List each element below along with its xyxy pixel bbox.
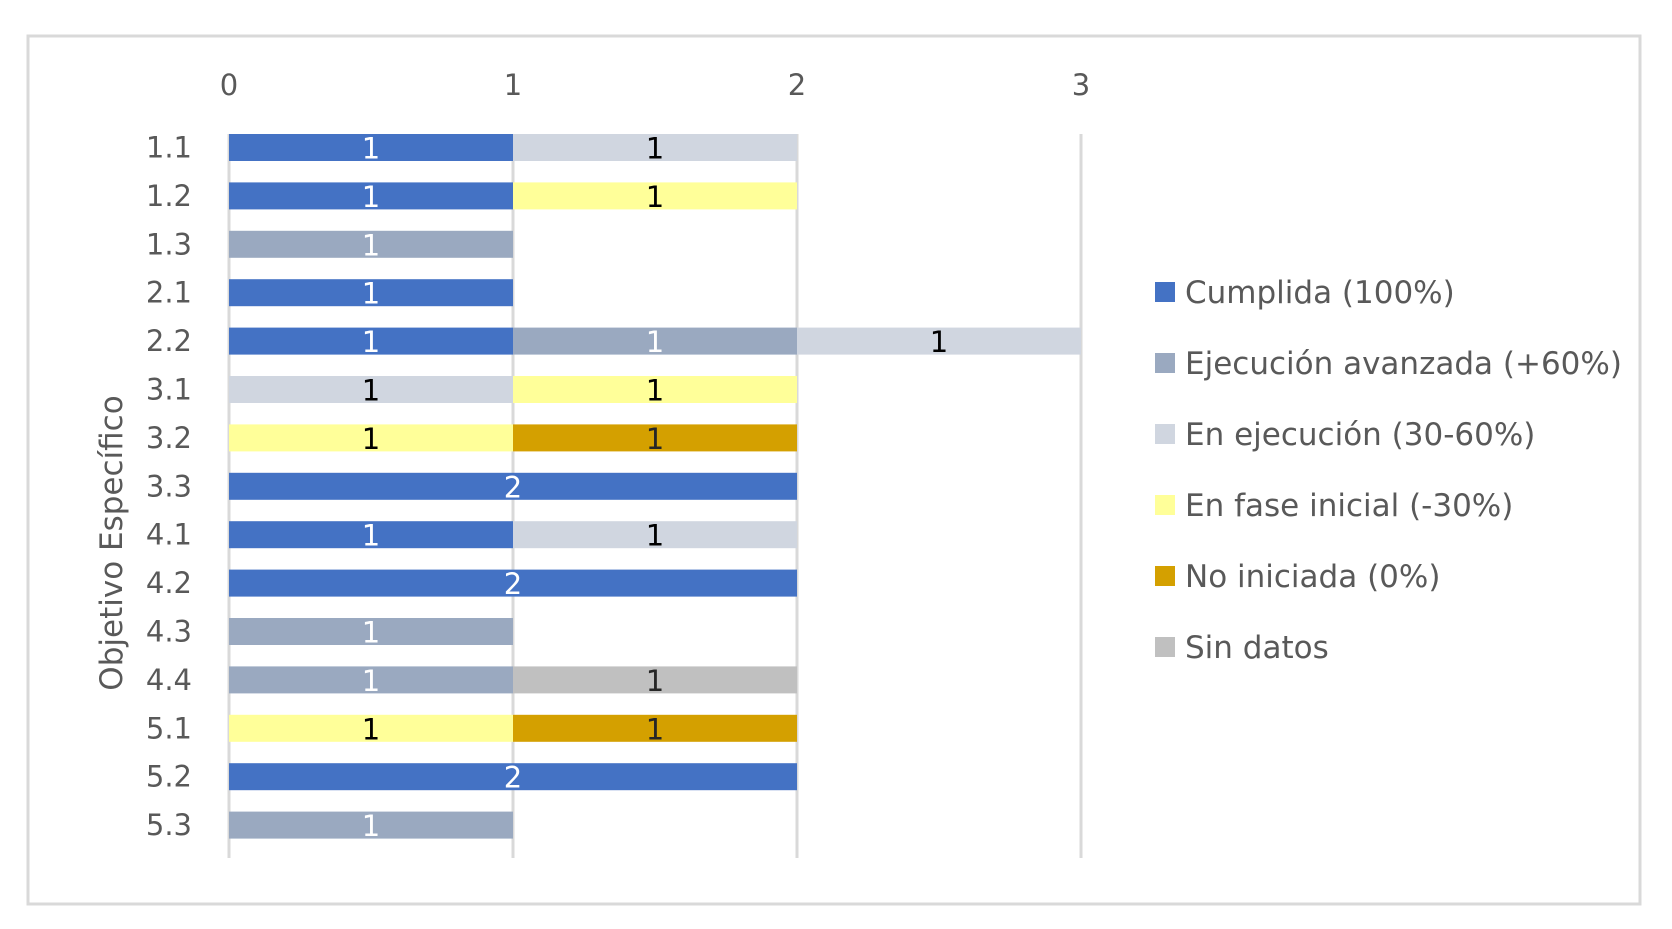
- data-label: 2: [504, 567, 522, 601]
- data-label: 1: [362, 374, 380, 408]
- data-label: 1: [362, 422, 380, 456]
- legend-swatch: [1155, 637, 1175, 657]
- category-label: 5.2: [146, 760, 192, 794]
- data-label: 1: [646, 422, 664, 456]
- legend-swatch: [1155, 282, 1175, 302]
- bar-segment: [229, 230, 513, 258]
- bar-segment: [229, 327, 513, 355]
- category-label: 2.2: [146, 324, 192, 358]
- data-label: 1: [362, 180, 380, 214]
- category-labels: 1.1 1.2 1.3 2.1 2.2 3.1 3.2 3.3 4.1 4.2 4.3 4.4 5.1 5…: [146, 131, 192, 843]
- bar-segment: [229, 569, 797, 597]
- bar-segment: [229, 472, 797, 500]
- data-label: 1: [646, 325, 664, 359]
- bar-segment: [229, 521, 513, 549]
- legend-entry-label: No iniciada (0%): [1185, 559, 1440, 595]
- bar-segment: [513, 521, 797, 549]
- bar-segment: [229, 618, 513, 645]
- category-label: 3.3: [146, 469, 192, 503]
- data-label: 1: [646, 712, 664, 746]
- category-label: 4.4: [146, 663, 192, 697]
- legend-entry-label: Sin datos: [1185, 630, 1329, 666]
- bar-segment: [229, 279, 513, 307]
- legend-swatch: [1155, 566, 1175, 586]
- data-label: 1: [930, 325, 948, 359]
- legend-swatch: [1155, 495, 1175, 515]
- data-label: 1: [646, 374, 664, 408]
- data-label: 1: [646, 664, 664, 698]
- data-label: 1: [362, 616, 380, 650]
- data-label: 1: [362, 664, 380, 698]
- data-label: 1: [646, 132, 664, 166]
- category-label: 4.1: [146, 518, 192, 552]
- category-label: 1.1: [146, 131, 192, 165]
- bar-segment: [513, 182, 797, 210]
- bar-segment: [513, 714, 797, 742]
- bar-segment: [229, 666, 513, 694]
- legend-entry-label: En fase inicial (-30%): [1185, 488, 1513, 524]
- bar-segment: [229, 763, 797, 791]
- bar-segment: [229, 376, 513, 403]
- y-axis-title: Objetivo Específico: [94, 395, 130, 690]
- category-label: 5.3: [146, 808, 192, 842]
- legend-entry-label: Ejecución avanzada (+60%): [1185, 346, 1622, 382]
- data-label: 1: [646, 180, 664, 214]
- data-label: 2: [504, 470, 522, 504]
- x-tick-label: 2: [788, 68, 806, 102]
- bar-segment: [513, 134, 797, 161]
- x-axis-ticks: 0 1 2 3: [220, 68, 1090, 102]
- data-label: 1: [362, 519, 380, 553]
- category-label: 4.3: [146, 615, 192, 649]
- x-tick-label: 3: [1072, 68, 1090, 102]
- data-label: 1: [362, 325, 380, 359]
- bar-segment: [513, 376, 797, 403]
- bar-segment: [229, 714, 513, 742]
- category-label: 4.2: [146, 566, 192, 600]
- data-label: 1: [362, 132, 380, 166]
- chart-border: [26, 34, 1642, 906]
- bars: 1 1 1 1 1 1 1 1 1 1 1 1 1 2 1 1 2 1 1 1 1 1 2 1: [229, 132, 1081, 843]
- data-label: 2: [504, 761, 522, 795]
- category-label: 3.1: [146, 373, 192, 407]
- bar-segment: [229, 134, 513, 161]
- bar-segment: [513, 424, 797, 452]
- x-tick-label: 0: [220, 68, 238, 102]
- bar-segment: [229, 811, 513, 839]
- legend-entry-label: En ejecución (30-60%): [1185, 417, 1535, 453]
- bar-segment: [229, 424, 513, 452]
- bar-segment: [513, 666, 797, 694]
- bar-segment: [229, 182, 513, 210]
- category-label: 3.2: [146, 421, 192, 455]
- category-label: 5.1: [146, 711, 192, 745]
- category-label: 1.2: [146, 179, 192, 213]
- legend-entry-label: Cumplida (100%): [1185, 275, 1455, 311]
- data-label: 1: [646, 519, 664, 553]
- bar-segment: [797, 327, 1081, 355]
- legend: Cumplida (100%) Ejecución avanzada (+60%)…: [1155, 275, 1622, 666]
- category-label: 2.1: [146, 276, 192, 310]
- data-label: 1: [362, 809, 380, 843]
- category-label: 1.3: [146, 227, 192, 261]
- data-label: 1: [362, 712, 380, 746]
- legend-swatch: [1155, 424, 1175, 444]
- bar-segment: [513, 327, 797, 355]
- x-tick-label: 1: [504, 68, 522, 102]
- data-label: 1: [362, 228, 380, 262]
- legend-swatch: [1155, 353, 1175, 373]
- data-label: 1: [362, 277, 380, 311]
